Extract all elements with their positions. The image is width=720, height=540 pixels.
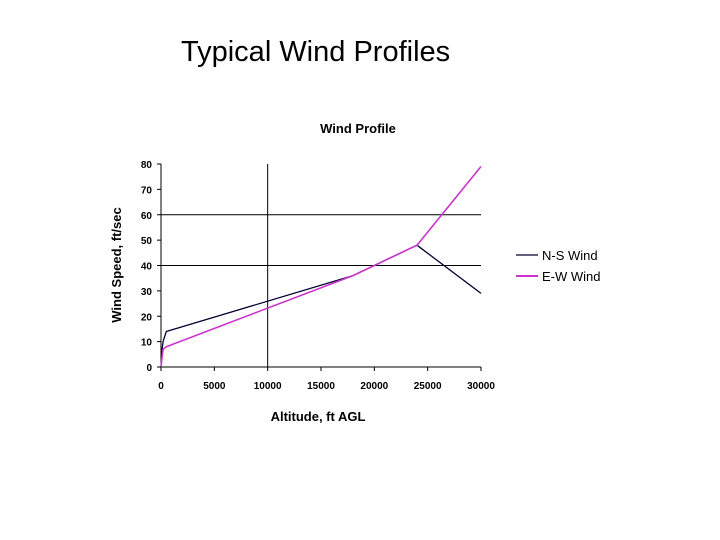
- series-line-e-w-wind: [160, 165, 482, 368]
- x-tick-label-5000: 5000: [203, 381, 226, 392]
- gridlines: [161, 164, 481, 367]
- x-tick-label-20000: 20000: [360, 381, 388, 392]
- x-tick-label-10000: 10000: [254, 381, 282, 392]
- y-axis-label: Wind Speed, ft/sec: [109, 207, 124, 322]
- legend: N-S Wind E-W Wind: [516, 248, 601, 284]
- x-tick-label-25000: 25000: [414, 381, 442, 392]
- chart-title: Wind Profile: [320, 121, 396, 136]
- x-axis-label: Altitude, ft AGL: [271, 409, 366, 424]
- y-tick-labels: 0 10 20 30 40 50 60 70 80: [141, 160, 161, 374]
- y-tick-label-80: 80: [141, 160, 153, 171]
- x-tick-label-15000: 15000: [307, 381, 335, 392]
- legend-label-1: E-W Wind: [542, 269, 601, 284]
- slide-title: Typical Wind Profiles: [181, 36, 451, 68]
- y-tick-label-10: 10: [141, 338, 153, 349]
- x-tick-labels: 0 5000 10000 15000 20000 25000 30000: [158, 367, 495, 392]
- legend-label-0: N-S Wind: [542, 248, 598, 263]
- y-tick-label-0: 0: [146, 363, 152, 374]
- x-tick-label-0: 0: [158, 381, 164, 392]
- y-tick-label-60: 60: [141, 211, 153, 222]
- y-tick-label-70: 70: [141, 185, 153, 196]
- y-tick-label-30: 30: [141, 287, 153, 298]
- x-tick-label-30000: 30000: [467, 381, 495, 392]
- y-tick-label-50: 50: [141, 236, 153, 247]
- series-line-n-s-wind: [160, 244, 482, 368]
- series-lines: [160, 165, 482, 368]
- y-tick-label-20: 20: [141, 312, 153, 323]
- y-tick-label-40: 40: [141, 262, 153, 273]
